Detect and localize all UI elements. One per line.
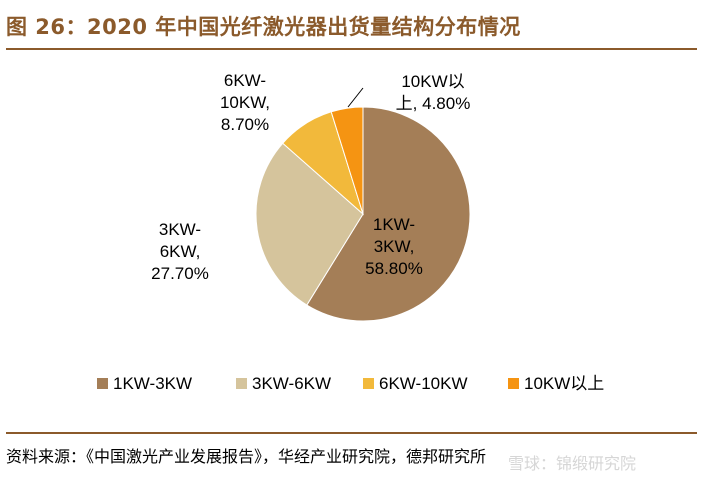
slice-label-10KW以上: 10KW以上, 4.80% <box>396 72 471 113</box>
footer-divider <box>6 432 697 434</box>
title-divider <box>6 48 697 50</box>
pie-slice-1KW-3KW <box>306 106 471 322</box>
watermark-text: 雪球：锦缎研究院 <box>508 454 637 473</box>
pie-chart: 1KW-3KW, 58.80% 3KW-6KW, 27.70% 6KW-10KW, 8.7… <box>97 71 604 393</box>
slice-label-1KW-3KW: 1KW-3KW, 58.80% <box>365 215 423 278</box>
pie-slices <box>255 106 471 322</box>
slice-label-3KW-6KW: 3KW-6KW, 27.70% <box>151 220 209 283</box>
legend-label-3KW-6KW: 3KW-6KW <box>252 374 331 393</box>
legend-swatch-6KW-10KW <box>363 378 374 389</box>
legend-swatch-3KW-6KW <box>236 378 247 389</box>
leader-line <box>347 87 364 108</box>
chart-legend: 1KW-3KW 3KW-6KW 6KW-10KW 10KW以上 <box>97 374 604 393</box>
legend-swatch-1KW-3KW <box>97 378 108 389</box>
slice-label-6KW-10KW: 6KW-10KW, 8.70% <box>220 71 270 134</box>
pie-slice-10KW以上 <box>330 106 364 215</box>
source-note: 资料来源：《中国激光产业发展报告》，华经产业研究院，德邦研究所 <box>6 447 487 466</box>
legend-label-10KW以上: 10KW以上 <box>524 374 604 393</box>
legend-label-6KW-10KW: 6KW-10KW <box>379 374 468 393</box>
legend-swatch-10KW以上 <box>508 378 519 389</box>
pie-slice-3KW-6KW <box>255 142 364 306</box>
slice-labels: 1KW-3KW, 58.80% 3KW-6KW, 27.70% 6KW-10KW, 8.7… <box>151 71 470 283</box>
legend-label-1KW-3KW: 1KW-3KW <box>113 374 192 393</box>
chart-title: 图 26：2020 年中国光纤激光器出货量结构分布情况 <box>6 15 521 39</box>
